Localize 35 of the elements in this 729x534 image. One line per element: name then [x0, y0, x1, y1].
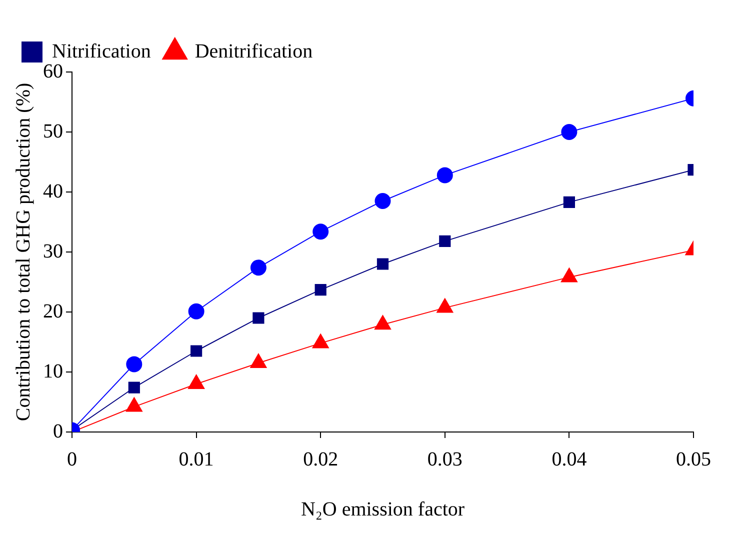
point	[312, 334, 329, 348]
point	[252, 312, 264, 324]
point	[126, 397, 142, 412]
y-tick-label: 30	[43, 240, 63, 262]
point	[439, 235, 451, 248]
point	[188, 303, 204, 320]
point	[374, 193, 391, 209]
point	[561, 124, 578, 140]
point	[314, 284, 326, 296]
legend-label: Denitrification	[194, 40, 313, 62]
point	[374, 315, 392, 330]
y-tick-label: 10	[43, 360, 63, 382]
x-tick-label: 0.01	[178, 448, 214, 470]
y-tick-label: 60	[43, 60, 63, 82]
x-tick-label: 0.02	[303, 448, 338, 470]
x-axis-title: N₂O emission factor	[300, 498, 465, 520]
y-tick-label: 0	[53, 420, 63, 442]
x-tick-label: 0.03	[427, 448, 462, 470]
point	[250, 354, 267, 368]
point	[436, 298, 454, 313]
x-tick-label: 0.04	[552, 448, 587, 470]
point	[188, 374, 205, 389]
y-axis-title: Contribution to total GHG production (%)	[12, 82, 34, 422]
point	[250, 260, 266, 276]
y-tick-label: 40	[43, 180, 63, 202]
x-tick-label: 0	[67, 448, 77, 470]
point	[376, 258, 389, 270]
legend-label: Nitrification	[52, 40, 151, 62]
point	[560, 268, 578, 282]
x-tick-label: 0.05	[676, 448, 711, 470]
y-tick-label: 20	[43, 300, 63, 322]
y-tick-label: 50	[43, 120, 63, 142]
point	[312, 224, 329, 240]
point	[563, 196, 576, 208]
point	[436, 167, 453, 184]
